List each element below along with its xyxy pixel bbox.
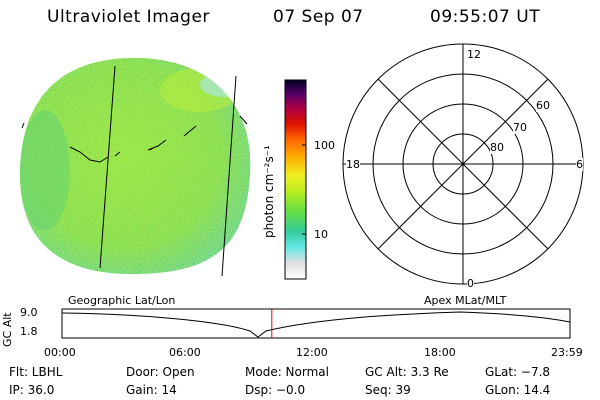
time-tick-1200: 12:00 xyxy=(296,346,328,359)
polar-plot xyxy=(342,43,584,285)
image-time: 09:55:07 UT xyxy=(430,7,541,27)
color-bar xyxy=(284,79,307,280)
colorbar-unit-label: photon cm⁻²s⁻¹ xyxy=(262,145,276,238)
altitude-curve xyxy=(61,311,571,338)
meridian-line xyxy=(99,65,116,269)
image-date: 07 Sep 07 xyxy=(273,7,364,27)
apex-label: Apex MLat/MLT xyxy=(424,294,507,307)
mlat-label-80: 80 xyxy=(490,141,504,154)
time-tick-0600: 06:00 xyxy=(169,346,201,359)
time-tick-0000: 00:00 xyxy=(44,346,76,359)
uv-image-globe xyxy=(20,57,251,277)
colorbar-tick-10: 10 xyxy=(314,228,328,241)
coastline-trace xyxy=(114,151,121,157)
mlt-label-6: 6 xyxy=(576,158,583,171)
edge-tick xyxy=(21,122,25,129)
colorbar-tick-100: 100 xyxy=(314,139,335,152)
mlt-label-12: 12 xyxy=(467,48,481,61)
gain-info: Gain: 14 xyxy=(126,383,177,397)
edge-tick xyxy=(239,115,248,125)
mode-info: Mode: Normal xyxy=(245,365,329,379)
time-tick-1800: 18:00 xyxy=(424,346,456,359)
seq-info: Seq: 39 xyxy=(365,383,411,397)
geographic-label: Geographic Lat/Lon xyxy=(68,294,176,307)
coastline-trace xyxy=(149,147,154,151)
mlat-label-60: 60 xyxy=(536,99,550,112)
coastline-trace xyxy=(183,125,197,137)
gc-alt-info: GC Alt: 3.3 Re xyxy=(365,365,449,379)
filter-info: Flt: LBHL xyxy=(9,365,63,379)
mlat-label-70: 70 xyxy=(513,121,527,134)
instrument-title: Ultraviolet Imager xyxy=(47,7,210,27)
alt-tick-1-8: 1.8 xyxy=(20,325,38,338)
ip-info: IP: 36.0 xyxy=(9,383,55,397)
gc-alt-axis-title: GC Alt xyxy=(1,312,14,347)
glat-info: GLat: −7.8 xyxy=(485,365,551,379)
alt-tick-9: 9.0 xyxy=(20,306,38,319)
dsp-info: Dsp: −0.0 xyxy=(245,383,306,397)
altitude-panel xyxy=(61,308,571,339)
time-tick-2359: 23:59 xyxy=(551,346,583,359)
door-info: Door: Open xyxy=(126,365,195,379)
mlt-label-0: 0 xyxy=(467,277,474,290)
coastline-trace xyxy=(69,146,109,163)
mlt-label-18: 18 xyxy=(346,158,360,171)
glon-info: GLon: 14.4 xyxy=(485,383,551,397)
altitude-frame xyxy=(61,308,571,339)
meridian-line xyxy=(221,75,237,277)
